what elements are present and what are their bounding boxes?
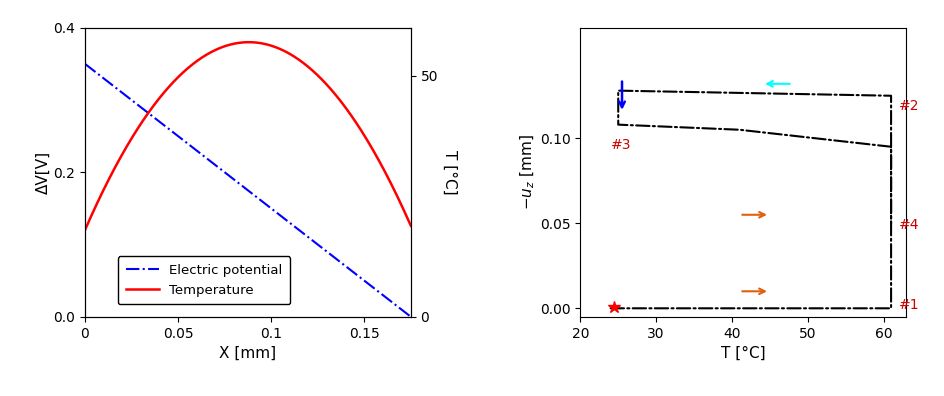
Text: #3: #3 [611,138,632,152]
Legend: Electric potential, Temperature: Electric potential, Temperature [118,256,290,305]
Y-axis label: T [°C]: T [°C] [443,150,458,194]
Text: #2: #2 [899,99,919,113]
X-axis label: T [°C]: T [°C] [721,346,766,361]
Text: #4: #4 [899,218,919,232]
Text: #1: #1 [899,298,919,312]
Y-axis label: ΔV[V]: ΔV[V] [36,151,51,194]
X-axis label: X [mm]: X [mm] [219,346,277,361]
Y-axis label: $-u_z$ [mm]: $-u_z$ [mm] [518,134,537,210]
